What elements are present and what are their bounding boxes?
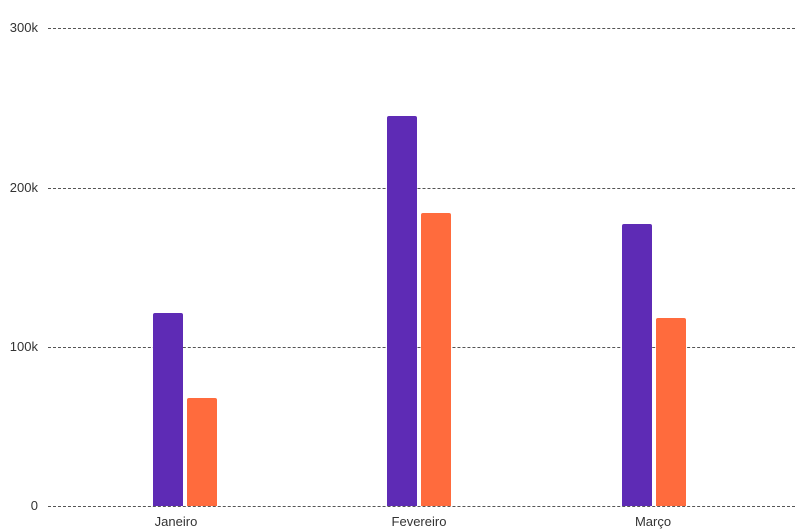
gridline-0 — [48, 506, 795, 507]
bar-maro-series-2 — [656, 317, 686, 506]
x-tick-label-marco: Março — [634, 514, 672, 529]
x-tick-label-fevereiro: Fevereiro — [391, 514, 447, 529]
y-tick-label-100k: 100k — [9, 339, 38, 354]
y-tick-label-0: 0 — [30, 498, 38, 513]
y-tick-label-200k: 200k — [9, 180, 38, 195]
bar-maro-series-1 — [622, 223, 652, 506]
bar-fevereiro-series-2 — [421, 212, 451, 506]
bar-fevereiro-series-1 — [387, 115, 417, 506]
x-tick-label-janeiro: Janeiro — [154, 514, 198, 529]
bar-janeiro-series-2 — [187, 397, 217, 506]
gridline-200k — [48, 188, 795, 189]
y-tick-label-300k: 300k — [9, 20, 38, 35]
bar-janeiro-series-1 — [153, 313, 183, 506]
gridline-300k — [48, 28, 795, 29]
